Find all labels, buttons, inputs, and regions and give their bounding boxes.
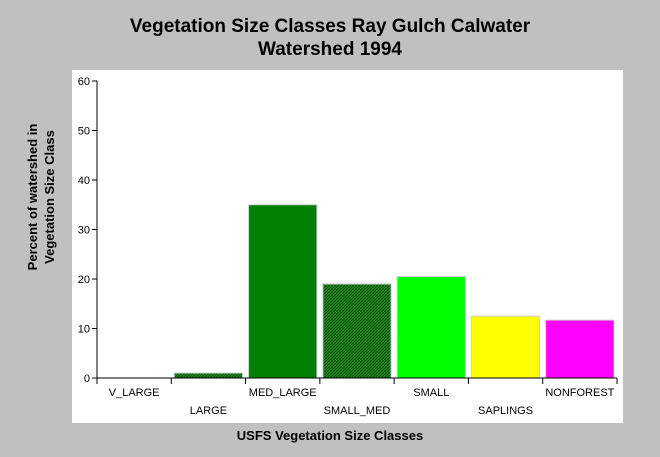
bar-med-large (248, 204, 318, 379)
y-tick-label: 60 (78, 76, 90, 88)
y-tick-label: 30 (78, 225, 90, 237)
x-tick-label: SMALL (413, 387, 449, 399)
x-tick-label: SMALL_MED (324, 405, 391, 417)
bar-saplings (470, 315, 541, 379)
bar-nonforest (545, 319, 615, 379)
y-tick-label: 10 (78, 324, 90, 336)
x-tick-label: MED_LARGE (249, 387, 317, 399)
chart-title-line-1: Vegetation Size Classes Ray Gulch Calwat… (129, 16, 531, 37)
x-tick-label: NONFOREST (545, 387, 614, 399)
x-tick-label: LARGE (190, 405, 227, 417)
y-tick-label: 40 (78, 175, 90, 187)
y-tick-label: 50 (78, 126, 90, 138)
bar-small-med (322, 283, 392, 379)
y-tick-label: 0 (84, 373, 90, 385)
chart-title-line-2: Watershed 1994 (258, 39, 402, 60)
y-tick-label: 20 (78, 274, 90, 286)
x-tick-label: SAPLINGS (478, 405, 533, 417)
x-axis-label: USFS Vegetation Size Classes (236, 428, 424, 443)
x-tick-label: V_LARGE (109, 387, 160, 399)
bar-small (396, 276, 466, 379)
bar-large (173, 372, 244, 379)
